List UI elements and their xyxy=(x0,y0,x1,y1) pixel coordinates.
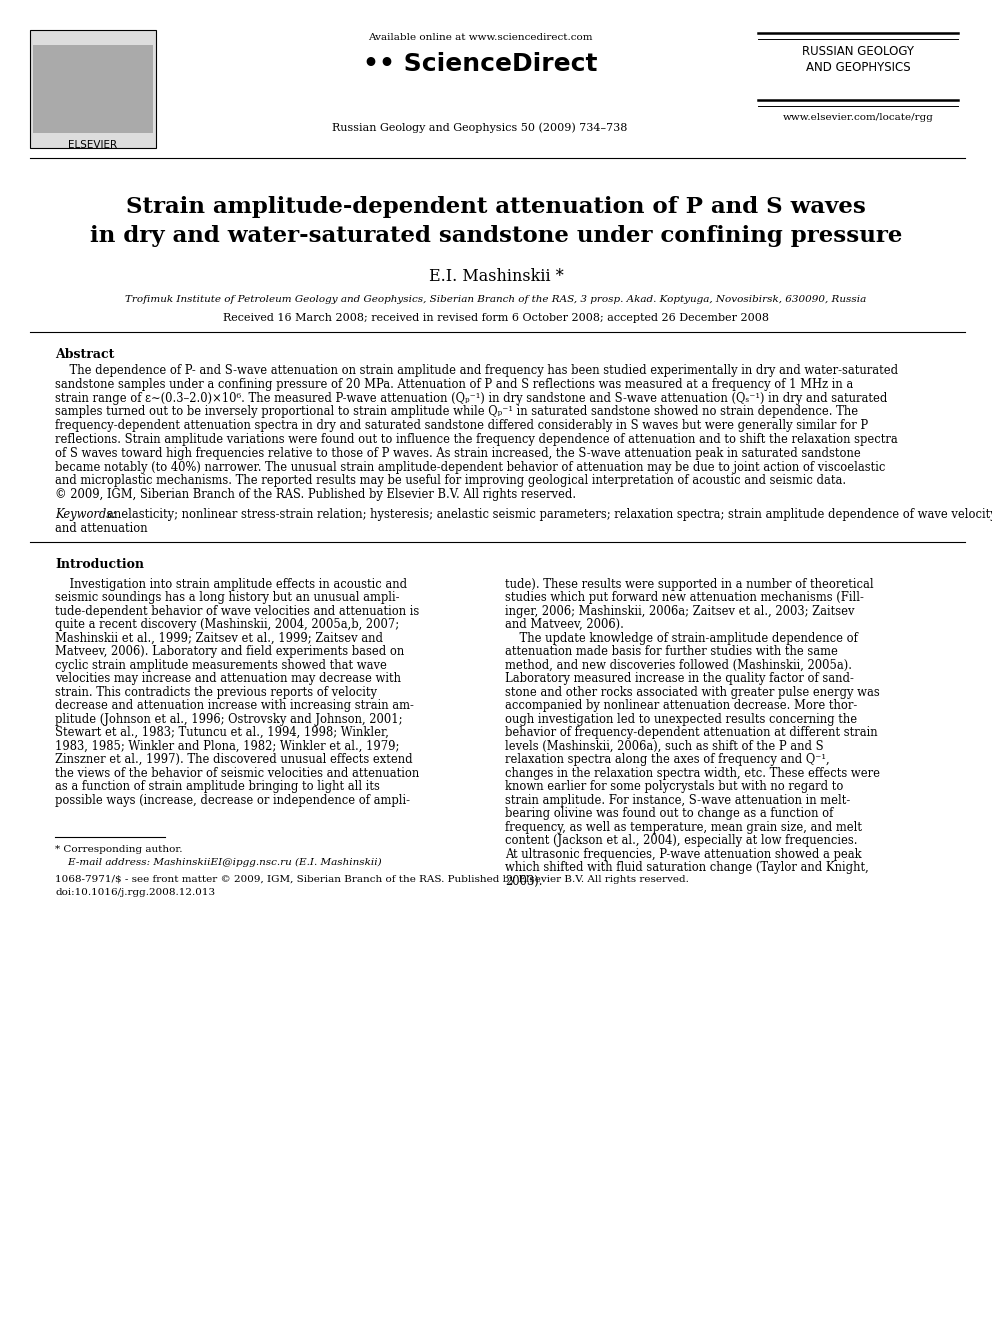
Text: Abstract: Abstract xyxy=(55,348,114,361)
Text: E.I. Mashinskii *: E.I. Mashinskii * xyxy=(429,269,563,284)
Text: as a function of strain amplitude bringing to light all its: as a function of strain amplitude bringi… xyxy=(55,781,380,792)
Text: Strain amplitude-dependent attenuation of P and S waves: Strain amplitude-dependent attenuation o… xyxy=(126,196,866,218)
Text: behavior of frequency-dependent attenuation at different strain: behavior of frequency-dependent attenuat… xyxy=(505,726,878,740)
Text: seismic soundings has a long history but an unusual ampli-: seismic soundings has a long history but… xyxy=(55,591,400,605)
Text: bearing olivine was found out to change as a function of: bearing olivine was found out to change … xyxy=(505,807,833,820)
Text: Laboratory measured increase in the quality factor of sand-: Laboratory measured increase in the qual… xyxy=(505,672,854,685)
Text: Zinszner et al., 1997). The discovered unusual effects extend: Zinszner et al., 1997). The discovered u… xyxy=(55,753,413,766)
Text: and Matveev, 2006).: and Matveev, 2006). xyxy=(505,618,624,631)
Text: doi:10.1016/j.rgg.2008.12.013: doi:10.1016/j.rgg.2008.12.013 xyxy=(55,888,215,897)
Text: Received 16 March 2008; received in revised form 6 October 2008; accepted 26 Dec: Received 16 March 2008; received in revi… xyxy=(223,314,769,323)
Text: and microplastic mechanisms. The reported results may be useful for improving ge: and microplastic mechanisms. The reporte… xyxy=(55,475,846,487)
Bar xyxy=(30,30,156,148)
Text: * Corresponding author.: * Corresponding author. xyxy=(55,845,183,855)
Text: Trofimuk Institute of Petroleum Geology and Geophysics, Siberian Branch of the R: Trofimuk Institute of Petroleum Geology … xyxy=(125,295,867,304)
Text: anelasticity; nonlinear stress-strain relation; hysteresis; anelastic seismic pa: anelasticity; nonlinear stress-strain re… xyxy=(107,508,992,521)
Text: possible ways (increase, decrease or independence of ampli-: possible ways (increase, decrease or ind… xyxy=(55,794,410,807)
Text: levels (Mashinskii, 2006a), such as shift of the P and S: levels (Mashinskii, 2006a), such as shif… xyxy=(505,740,823,753)
Text: relaxation spectra along the axes of frequency and Q⁻¹,: relaxation spectra along the axes of fre… xyxy=(505,753,829,766)
Text: samples turned out to be inversely proportional to strain amplitude while Qₚ⁻¹ i: samples turned out to be inversely propo… xyxy=(55,405,858,418)
Text: inger, 2006; Mashinskii, 2006a; Zaitsev et al., 2003; Zaitsev: inger, 2006; Mashinskii, 2006a; Zaitsev … xyxy=(505,605,854,618)
Text: method, and new discoveries followed (Mashinskii, 2005a).: method, and new discoveries followed (Ma… xyxy=(505,659,852,672)
Text: 2003).: 2003). xyxy=(505,875,543,888)
Text: cyclic strain amplitude measurements showed that wave: cyclic strain amplitude measurements sho… xyxy=(55,659,387,672)
Text: RUSSIAN GEOLOGY: RUSSIAN GEOLOGY xyxy=(802,45,914,58)
Text: ough investigation led to unexpected results concerning the: ough investigation led to unexpected res… xyxy=(505,713,857,725)
Text: of S waves toward high frequencies relative to those of P waves. As strain incre: of S waves toward high frequencies relat… xyxy=(55,447,861,460)
Text: quite a recent discovery (Mashinskii, 2004, 2005a,b, 2007;: quite a recent discovery (Mashinskii, 20… xyxy=(55,618,399,631)
Text: the views of the behavior of seismic velocities and attenuation: the views of the behavior of seismic vel… xyxy=(55,766,420,779)
Text: reflections. Strain amplitude variations were found out to influence the frequen: reflections. Strain amplitude variations… xyxy=(55,433,898,446)
Text: in dry and water-saturated sandstone under confining pressure: in dry and water-saturated sandstone und… xyxy=(90,225,902,247)
Text: Keywords:: Keywords: xyxy=(55,508,116,521)
Text: accompanied by nonlinear attenuation decrease. More thor-: accompanied by nonlinear attenuation dec… xyxy=(505,699,857,712)
Text: strain range of ε∼(0.3–2.0)×10⁶. The measured P-wave attenuation (Qₚ⁻¹) in dry s: strain range of ε∼(0.3–2.0)×10⁶. The mea… xyxy=(55,392,888,405)
Text: AND GEOPHYSICS: AND GEOPHYSICS xyxy=(806,61,911,74)
Text: Stewart et al., 1983; Tutuncu et al., 1994, 1998; Winkler,: Stewart et al., 1983; Tutuncu et al., 19… xyxy=(55,726,389,740)
Text: Russian Geology and Geophysics 50 (2009) 734–738: Russian Geology and Geophysics 50 (2009)… xyxy=(332,122,628,132)
Text: stone and other rocks associated with greater pulse energy was: stone and other rocks associated with gr… xyxy=(505,685,880,699)
Text: tude). These results were supported in a number of theoretical: tude). These results were supported in a… xyxy=(505,578,874,590)
Text: sandstone samples under a confining pressure of 20 MPa. Attenuation of P and S r: sandstone samples under a confining pres… xyxy=(55,378,853,390)
Text: frequency, as well as temperature, mean grain size, and melt: frequency, as well as temperature, mean … xyxy=(505,820,862,833)
Text: 1068-7971/$ - see front matter © 2009, IGM, Siberian Branch of the RAS. Publishe: 1068-7971/$ - see front matter © 2009, I… xyxy=(55,876,688,884)
Text: Introduction: Introduction xyxy=(55,557,144,570)
Text: plitude (Johnson et al., 1996; Ostrovsky and Johnson, 2001;: plitude (Johnson et al., 1996; Ostrovsky… xyxy=(55,713,403,725)
Text: became notably (to 40%) narrower. The unusual strain amplitude-dependent behavio: became notably (to 40%) narrower. The un… xyxy=(55,460,886,474)
Text: E-mail address: MashinskiiEI@ipgg.nsc.ru (E.I. Mashinskii): E-mail address: MashinskiiEI@ipgg.nsc.ru… xyxy=(55,859,382,868)
Text: frequency-dependent attenuation spectra in dry and saturated sandstone differed : frequency-dependent attenuation spectra … xyxy=(55,419,868,433)
Text: strain. This contradicts the previous reports of velocity: strain. This contradicts the previous re… xyxy=(55,685,377,699)
Bar xyxy=(33,45,153,134)
Text: studies which put forward new attenuation mechanisms (Fill-: studies which put forward new attenuatio… xyxy=(505,591,864,605)
Text: © 2009, IGM, Siberian Branch of the RAS. Published by Elsevier B.V. All rights r: © 2009, IGM, Siberian Branch of the RAS.… xyxy=(55,488,576,501)
Text: and attenuation: and attenuation xyxy=(55,521,148,534)
Text: known earlier for some polycrystals but with no regard to: known earlier for some polycrystals but … xyxy=(505,781,843,792)
Text: tude-dependent behavior of wave velocities and attenuation is: tude-dependent behavior of wave velociti… xyxy=(55,605,420,618)
Text: strain amplitude. For instance, S-wave attenuation in melt-: strain amplitude. For instance, S-wave a… xyxy=(505,794,850,807)
Text: velocities may increase and attenuation may decrease with: velocities may increase and attenuation … xyxy=(55,672,401,685)
Text: content (Jackson et al., 2004), especially at low frequencies.: content (Jackson et al., 2004), especial… xyxy=(505,833,857,847)
Text: ELSEVIER: ELSEVIER xyxy=(68,140,118,149)
Text: Available online at www.sciencedirect.com: Available online at www.sciencedirect.co… xyxy=(368,33,592,42)
Text: 1983, 1985; Winkler and Plona, 1982; Winkler et al., 1979;: 1983, 1985; Winkler and Plona, 1982; Win… xyxy=(55,740,400,753)
Text: Mashinskii et al., 1999; Zaitsev et al., 1999; Zaitsev and: Mashinskii et al., 1999; Zaitsev et al.,… xyxy=(55,631,383,644)
Text: changes in the relaxation spectra width, etc. These effects were: changes in the relaxation spectra width,… xyxy=(505,766,880,779)
Text: The update knowledge of strain-amplitude dependence of: The update knowledge of strain-amplitude… xyxy=(505,631,858,644)
Text: Investigation into strain amplitude effects in acoustic and: Investigation into strain amplitude effe… xyxy=(55,578,407,590)
Text: At ultrasonic frequencies, P-wave attenuation showed a peak: At ultrasonic frequencies, P-wave attenu… xyxy=(505,848,862,860)
Text: attenuation made basis for further studies with the same: attenuation made basis for further studi… xyxy=(505,646,838,658)
Text: which shifted with fluid saturation change (Taylor and Knight,: which shifted with fluid saturation chan… xyxy=(505,861,869,875)
Text: •• ScienceDirect: •• ScienceDirect xyxy=(363,52,597,75)
Text: The dependence of P- and S-wave attenuation on strain amplitude and frequency ha: The dependence of P- and S-wave attenuat… xyxy=(55,364,898,377)
Text: Matveev, 2006). Laboratory and field experiments based on: Matveev, 2006). Laboratory and field exp… xyxy=(55,646,405,658)
Text: decrease and attenuation increase with increasing strain am-: decrease and attenuation increase with i… xyxy=(55,699,414,712)
Text: www.elsevier.com/locate/rgg: www.elsevier.com/locate/rgg xyxy=(783,112,933,122)
